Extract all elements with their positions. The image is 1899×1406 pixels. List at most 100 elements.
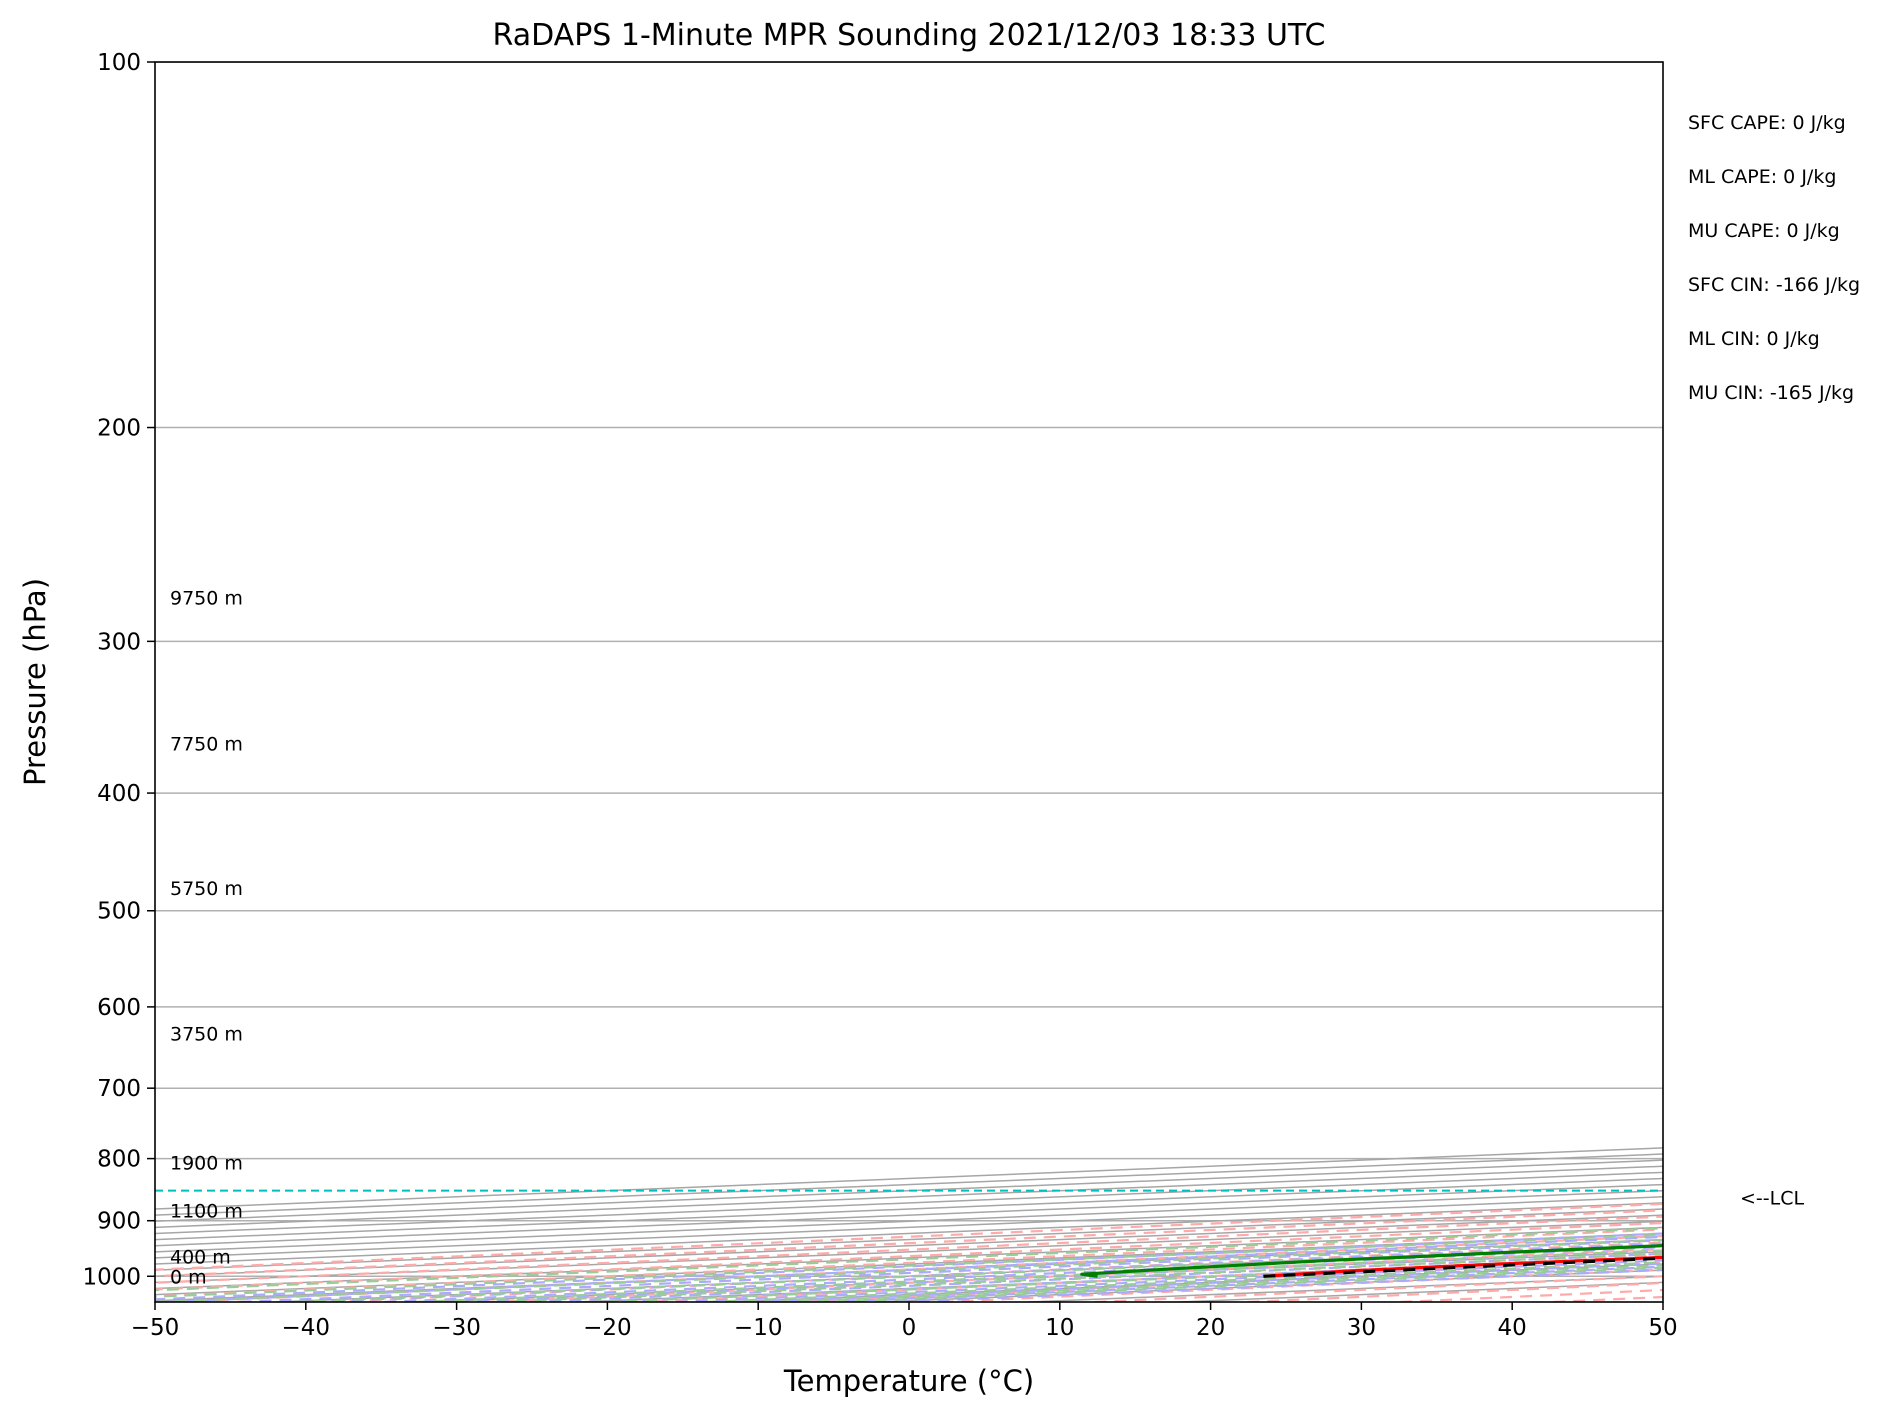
dry-adiabat-line xyxy=(155,1221,1663,1291)
x-tick-label: −20 xyxy=(583,1315,632,1341)
stability-index: ML CIN: 0 J/kg xyxy=(1688,328,1820,350)
isotherm-line xyxy=(155,1189,1663,1253)
dry-adiabat-line xyxy=(1553,1295,1663,1302)
y-tick-label: 1000 xyxy=(82,1264,141,1290)
height-label: 3750 m xyxy=(170,1023,243,1045)
moist-adiabat-line xyxy=(456,1249,1663,1302)
height-label: 0 m xyxy=(170,1266,207,1288)
moist-adiabat-line xyxy=(529,1252,1663,1302)
dry-adiabat-line xyxy=(635,1254,1663,1302)
dry-adiabat-line xyxy=(1859,62,1899,1302)
y-tick-label: 800 xyxy=(97,1147,141,1173)
isotherm-line xyxy=(1179,1281,1663,1302)
stability-index: ML CAPE: 0 J/kg xyxy=(1688,166,1836,188)
dry-adiabat-line xyxy=(1094,1275,1663,1302)
isotherm-line xyxy=(155,1171,1663,1235)
height-label: 1100 m xyxy=(170,1201,243,1223)
x-axis-ticks: −50 −40 −30 −20 −10 0 10 20 30 40 50 xyxy=(131,1302,1678,1341)
moist-adiabat-line xyxy=(749,1262,1663,1302)
x-tick-label: 30 xyxy=(1347,1315,1376,1341)
isotherm-line xyxy=(274,1244,1663,1302)
x-tick-label: −30 xyxy=(432,1315,481,1341)
mixing-ratio-line xyxy=(293,1244,1663,1302)
moist-adiabat-line xyxy=(166,1235,1663,1302)
x-tick-label: −40 xyxy=(282,1315,331,1341)
height-label: 7750 m xyxy=(170,733,243,755)
mixing-ratio-line xyxy=(155,1233,1663,1298)
mixing-ratio-line xyxy=(155,1238,1663,1302)
x-tick-label: −50 xyxy=(131,1315,180,1341)
isotherm-line xyxy=(155,1196,1663,1259)
moist-adiabat-line xyxy=(823,1265,1663,1302)
background-lines xyxy=(155,62,1899,1302)
dry-adiabat-line xyxy=(155,1228,1663,1298)
mixing-ratio-line xyxy=(155,1227,1663,1292)
moist-adiabat-line xyxy=(384,1246,1663,1302)
x-axis-title: Temperature (°C) xyxy=(783,1364,1034,1398)
dry-adiabat-line xyxy=(1706,62,1899,1302)
y-axis-title: Pressure (hPa) xyxy=(18,578,52,786)
y-tick-label: 200 xyxy=(97,416,141,442)
isotherm-line xyxy=(155,1214,1663,1278)
lcl-label: <--LCL xyxy=(1740,1188,1804,1210)
stability-index: SFC CIN: -166 J/kg xyxy=(1688,274,1860,296)
dry-adiabat-line xyxy=(482,1248,1663,1302)
x-tick-label: 20 xyxy=(1196,1315,1225,1341)
y-tick-label: 300 xyxy=(97,629,141,655)
dry-adiabat-line xyxy=(1400,1288,1663,1302)
isotherm-line xyxy=(877,1269,1663,1302)
height-label: 5750 m xyxy=(170,878,243,900)
isotherm-line xyxy=(155,1183,1663,1247)
height-label: 1900 m xyxy=(170,1153,243,1175)
chart-title: RaDAPS 1-Minute MPR Sounding 2021/12/03 … xyxy=(493,18,1326,53)
height-label: 400 m xyxy=(170,1246,231,1268)
height-label: 9750 m xyxy=(170,587,243,609)
y-tick-label: 600 xyxy=(97,995,141,1021)
moist-adiabat-line xyxy=(675,1259,1663,1302)
y-axis-ticks: 100 200 300 400 500 600 700 800 900 1000 xyxy=(82,50,155,1290)
dry-adiabat-line xyxy=(941,1268,1663,1302)
isotherm-line xyxy=(155,1226,1663,1290)
y-tick-label: 100 xyxy=(97,50,141,76)
mixing-ratio-line xyxy=(414,1249,1663,1302)
isotherm-line xyxy=(1028,1275,1663,1302)
isotherm-line xyxy=(155,1159,1663,1223)
dry-adiabat-line xyxy=(155,1202,1663,1271)
isotherm-line xyxy=(155,1238,1663,1302)
sounding-lines xyxy=(155,1189,1663,1278)
x-tick-label: 40 xyxy=(1498,1315,1527,1341)
moist-adiabat-line xyxy=(239,1239,1663,1302)
x-tick-label: 50 xyxy=(1648,1315,1677,1341)
stability-index: MU CAPE: 0 J/kg xyxy=(1688,220,1840,242)
moist-adiabat-line xyxy=(897,1268,1663,1302)
y-tick-label: 500 xyxy=(97,899,141,925)
x-tick-label: 10 xyxy=(1045,1315,1074,1341)
isotherm-line xyxy=(155,1202,1663,1265)
moist-adiabat-line xyxy=(311,1242,1663,1302)
isotherm-line xyxy=(155,1220,1663,1284)
isotherm-line xyxy=(155,1147,1663,1210)
isotherm-line xyxy=(155,1232,1663,1296)
isotherm-line xyxy=(155,1177,1663,1241)
mixing-ratio-line xyxy=(494,1252,1663,1302)
dry-adiabat-line xyxy=(155,1209,1663,1278)
dry-adiabat-line xyxy=(176,1234,1663,1302)
y-tick-label: 900 xyxy=(97,1209,141,1235)
mixing-ratio-line xyxy=(605,1257,1663,1302)
dry-adiabat-line xyxy=(1247,1281,1663,1302)
stability-index: MU CIN: -165 J/kg xyxy=(1688,382,1854,404)
x-tick-label: −10 xyxy=(734,1315,783,1341)
mixing-ratio-line xyxy=(704,1261,1663,1302)
dry-adiabat-line xyxy=(155,1215,1663,1284)
stability-index: SFC CAPE: 0 J/kg xyxy=(1688,112,1846,134)
stability-indices: SFC CAPE: 0 J/kg ML CAPE: 0 J/kg MU CAPE: … xyxy=(1688,112,1860,404)
moist-adiabat-line xyxy=(155,1232,1663,1301)
dry-adiabat-line xyxy=(788,1261,1663,1302)
y-tick-label: 400 xyxy=(97,781,141,807)
dewpoint-profile xyxy=(1080,1244,1663,1278)
moist-adiabat-line xyxy=(602,1256,1663,1302)
isotherm-line xyxy=(155,1208,1663,1271)
isotherm-line xyxy=(155,1153,1663,1216)
isotherm-line xyxy=(425,1251,1663,1302)
